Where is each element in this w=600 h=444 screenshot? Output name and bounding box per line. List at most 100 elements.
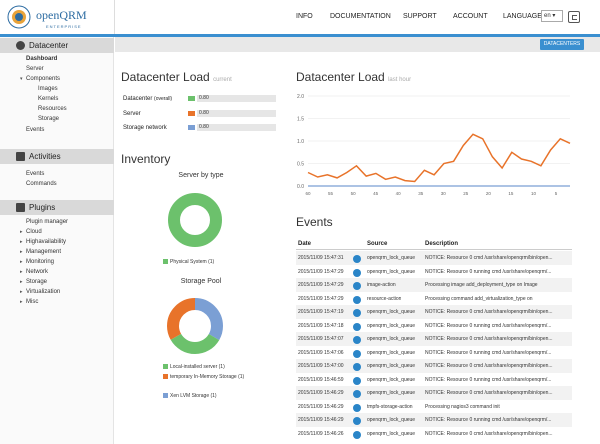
- datacenters-button[interactable]: DATACENTERS: [540, 39, 584, 50]
- openqrm-logo[interactable]: openQRM ENTERPRISE: [6, 4, 114, 34]
- event-description: Processing nagios3 command init: [425, 403, 500, 410]
- sidebar-item-misc[interactable]: Misc: [26, 299, 39, 305]
- series-line-0[interactable]: [307, 133, 571, 183]
- sidebar-item-management[interactable]: Management: [26, 249, 62, 255]
- sidebar-item-monitoring[interactable]: Monitoring: [26, 259, 55, 265]
- donut-slice-temporary-in-memory[interactable]: [167, 298, 223, 354]
- sidebar-item-highavailability[interactable]: Highavailability: [26, 239, 67, 245]
- sidebar-item-components[interactable]: Components: [26, 76, 61, 82]
- events-col-description[interactable]: Description: [425, 241, 459, 247]
- x-tick-label: 40: [396, 191, 402, 196]
- table-row[interactable]: 2015/11/09 15:47:19 openqrm_lock_queue NOT…: [296, 305, 572, 319]
- table-row[interactable]: 2015/11/09 15:46:59 openqrm_lock_queue NOT…: [296, 373, 572, 387]
- sidebar-item-dashboard[interactable]: Dashboard: [26, 56, 58, 62]
- event-date: 2015/11/09 15:46:29: [298, 403, 344, 410]
- load-history-title-text: Datacenter Load: [296, 70, 385, 84]
- sidebar-section-activities[interactable]: Activities: [0, 149, 114, 164]
- events-col-date[interactable]: Date: [298, 241, 312, 247]
- table-row[interactable]: 2015/11/09 15:47:18 openqrm_lock_queue NOT…: [296, 319, 572, 333]
- sidebar-item-virtualization[interactable]: Virtualization: [26, 289, 61, 295]
- server-by-type-donut: [168, 193, 222, 247]
- event-date: 2015/11/09 15:46:29: [298, 390, 344, 396]
- event-date: 2015/11/09 15:47:07: [298, 336, 344, 342]
- event-description: NOTICE: Resource 0 running cmd /usr/shar…: [425, 376, 552, 383]
- sidebar-item-storage[interactable]: Storage: [38, 116, 60, 122]
- legend-label: Local-installed server (1): [170, 364, 225, 370]
- event-source: openqrm_lock_queue: [367, 336, 416, 342]
- load-history-chart: 0.0 0.5 1.0 1.5 2.0 60 55 50 45 40 35 30 25 20 15 10 5: [297, 94, 571, 196]
- top-header: openQRM ENTERPRISE INFO DOCUMENTATION SU…: [0, 0, 600, 37]
- event-source: image-action: [367, 282, 396, 288]
- event-source: resource-action: [367, 295, 402, 302]
- caret-right-icon[interactable]: ▸: [20, 259, 23, 265]
- x-tick-label: 55: [328, 191, 334, 196]
- legend-xen-lvm: Xen LVM Storage (1): [163, 393, 217, 399]
- storage-pool-title: Storage Pool: [180, 278, 222, 285]
- caret-right-icon[interactable]: ▸: [20, 279, 23, 285]
- sidebar-section-datacenter[interactable]: Datacenter: [0, 38, 114, 53]
- event-description: NOTICE: Resource 0 cmd /usr/share/openqr…: [425, 430, 553, 437]
- event-description: NOTICE: Resource 0 cmd /usr/share/openqr…: [425, 390, 553, 396]
- event-description: NOTICE: Resource 0 cmd /usr/share/openqr…: [425, 363, 553, 369]
- event-date: 2015/11/09 15:46:59: [298, 376, 344, 383]
- nav-account[interactable]: ACCOUNT: [453, 13, 488, 20]
- caret-right-icon[interactable]: ▸: [20, 239, 23, 245]
- caret-right-icon[interactable]: ▸: [20, 299, 23, 305]
- table-row[interactable]: 2015/11/09 15:47:29 openqrm_lock_queue NOT…: [296, 265, 572, 279]
- event-status-icon: [353, 376, 361, 385]
- table-row[interactable]: 2015/11/09 15:47:07 openqrm_lock_queue NOT…: [296, 332, 572, 346]
- logout-icon[interactable]: [568, 11, 580, 23]
- legend-label: Physical System (1): [170, 259, 215, 265]
- caret-right-icon[interactable]: ▸: [20, 249, 23, 255]
- event-date: 2015/11/09 15:47:31: [298, 255, 344, 261]
- sidebar-section-plugins[interactable]: Plugins: [0, 200, 114, 215]
- caret-right-icon[interactable]: ▸: [20, 269, 23, 275]
- table-row[interactable]: 2015/11/09 15:46:29 openqrm_lock_queue NOT…: [296, 386, 572, 400]
- nav-support[interactable]: SUPPORT: [403, 13, 437, 20]
- nav-info[interactable]: INFO: [296, 13, 313, 20]
- sidebar-item-events[interactable]: Events: [26, 127, 45, 133]
- event-status-icon: [353, 322, 361, 331]
- sidebar: [0, 37, 114, 444]
- table-row[interactable]: 2015/11/09 15:47:29 image-action Processin…: [296, 278, 572, 292]
- donut-slice-physical-system[interactable]: [168, 193, 222, 247]
- table-row[interactable]: 2015/11/09 15:46:29 tmpfs-storage-action P…: [296, 400, 572, 414]
- event-source: openqrm_lock_queue: [367, 268, 416, 275]
- caret-down-icon[interactable]: ▾: [20, 76, 23, 82]
- logo-subtext: ENTERPRISE: [46, 24, 82, 29]
- donut-slice-local-installed[interactable]: [167, 298, 223, 354]
- event-status-icon: [353, 430, 361, 439]
- language-select[interactable]: en ▾: [541, 10, 563, 22]
- events-col-source[interactable]: Source: [367, 241, 388, 247]
- table-row[interactable]: 2015/11/09 15:47:29 resource-action Proces…: [296, 292, 572, 306]
- sidebar-item-network[interactable]: Network: [26, 269, 49, 275]
- nav-documentation[interactable]: DOCUMENTATION: [330, 13, 391, 20]
- server-by-type-title: Server by type: [178, 172, 224, 179]
- sidebar-item-activity-events[interactable]: Events: [26, 171, 45, 177]
- sidebar-item-cloud[interactable]: Cloud: [26, 229, 42, 235]
- sidebar-item-commands[interactable]: Commands: [26, 181, 57, 187]
- event-date: 2015/11/09 15:47:29: [298, 282, 344, 288]
- caret-right-icon[interactable]: ▸: [20, 229, 23, 235]
- sidebar-item-plugin-manager[interactable]: Plugin manager: [26, 219, 69, 225]
- sidebar-item-server[interactable]: Server: [26, 66, 44, 72]
- table-row[interactable]: 2015/11/09 15:46:26 openqrm_lock_queue NOT…: [296, 427, 572, 441]
- table-row[interactable]: 2015/11/09 15:47:00 openqrm_lock_queue NOT…: [296, 359, 572, 373]
- sidebar-item-kernels[interactable]: Kernels: [38, 96, 59, 102]
- load-bar-storage-network: 0.80: [197, 124, 276, 131]
- legend-label: Xen LVM Storage (1): [170, 393, 217, 399]
- y-tick-label: 1.0: [297, 139, 304, 145]
- table-row[interactable]: 2015/11/09 15:47:31 openqrm_lock_queue NOT…: [296, 251, 572, 265]
- y-tick-label: 0.5: [297, 162, 304, 168]
- table-row[interactable]: 2015/11/09 15:47:06 openqrm_lock_queue NOT…: [296, 346, 572, 360]
- sidebar-item-plugin-storage[interactable]: Storage: [26, 279, 48, 285]
- load-value: 0.80: [199, 95, 209, 101]
- caret-right-icon[interactable]: ▸: [20, 289, 23, 295]
- event-description: Processing command add_virtualization_ty…: [425, 295, 533, 302]
- sidebar-item-resources[interactable]: Resources: [38, 106, 67, 112]
- sidebar-item-images[interactable]: Images: [38, 86, 58, 92]
- event-status-icon: [353, 403, 361, 412]
- table-row[interactable]: 2015/11/09 15:46:29 openqrm_lock_queue NOT…: [296, 413, 572, 427]
- event-date: 2015/11/09 15:47:00: [298, 363, 344, 369]
- load-bar-datacenter: 0.80: [197, 95, 276, 102]
